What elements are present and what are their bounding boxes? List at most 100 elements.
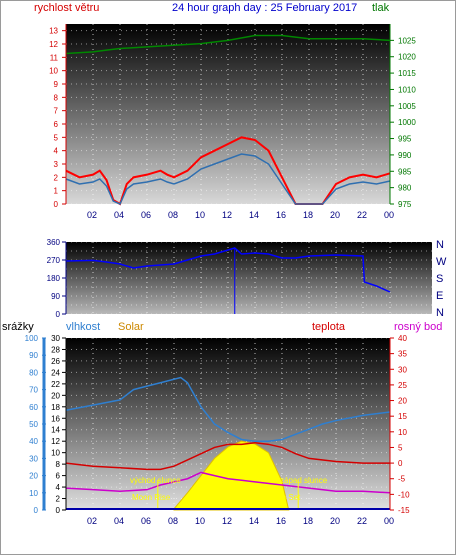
panel3-x-tick-label: 08 (168, 516, 178, 526)
panel3-rain-tick-label: 6 (56, 472, 61, 481)
panel1-x-tick-label: 12 (222, 210, 232, 220)
panel3-temp-tick-label: 15 (398, 412, 407, 421)
humidity-line (65, 376, 391, 442)
panel3-temp-tick-label: -5 (398, 475, 406, 484)
moonset-annotation: Moon Set (266, 493, 301, 502)
panel1-left-tick-label: 3 (54, 160, 59, 169)
panel3-rain-tick-label: 22 (51, 380, 60, 389)
panel1-x-tick-label: 14 (249, 210, 259, 220)
panel1-x-tick-label: 18 (303, 210, 313, 220)
pressure-line (65, 34, 391, 55)
panel3-x-tick-label: 02 (87, 516, 97, 526)
panel3-humidity-tick-label: 50 (29, 420, 38, 429)
compass-label-e: E (436, 290, 443, 302)
panel3-x-tick-label: 00 (384, 516, 394, 526)
panel1-title: 24 hour graph day : 25 February 2017 (172, 2, 357, 14)
panel2-left-tick-label: 90 (51, 292, 60, 301)
panel3-x-tick-label: 18 (303, 516, 313, 526)
panel3-rain-tick-label: 14 (51, 426, 60, 435)
panel3-humidity-tick-label: 30 (29, 454, 38, 463)
panel1-x-tick-label: 16 (276, 210, 286, 220)
panel1-left-tick-label: 4 (54, 147, 59, 156)
sunset-annotation: západ slunce (280, 476, 328, 485)
panel3-x-tick-label: 12 (222, 516, 232, 526)
panel1-x-tick-label: 08 (168, 210, 178, 220)
wind-average-line (65, 153, 391, 205)
panel3-humidity-tick-label: 90 (29, 351, 38, 360)
panel3-rain-tick-label: 4 (56, 483, 61, 492)
panel1-left-tick-label: 12 (49, 40, 58, 49)
panel2-series (65, 247, 391, 314)
panel3-humidity-tick-label: 0 (34, 506, 39, 515)
panel3-axes: 02 04 06 08 10 12 14 16 18 20 22 000102030405060708… (25, 334, 410, 526)
panel1-right-tick-label: 985 (398, 167, 412, 176)
panel2-left-tick-label: 0 (56, 310, 61, 319)
panel3-x-tick-label: 22 (357, 516, 367, 526)
panel3-humidity-tick-label: 60 (29, 403, 38, 412)
panel3-temp-tick-label: 10 (398, 428, 407, 437)
panel1-left-tick-label: 9 (54, 80, 59, 89)
panel1-x-tick-label: 22 (357, 210, 367, 220)
sunrise-annotation: východ slunce (130, 476, 181, 485)
panel3-temp-tick-label: 35 (398, 350, 407, 359)
panel3-x-tick-label: 20 (330, 516, 340, 526)
panel3-temp-tick-label: 20 (398, 397, 407, 406)
panel3-x-tick-label: 10 (195, 516, 205, 526)
rain-label: srážky (2, 321, 34, 333)
panel3-temp-tick-label: 5 (398, 443, 403, 452)
panel3-temp-tick-label: 0 (398, 459, 403, 468)
panel3-rain-tick-label: 26 (51, 357, 60, 366)
panel3-temp-tick-label: 25 (398, 381, 407, 390)
panel3-temp-tick-label: -10 (398, 490, 410, 499)
panel3-rain-tick-label: 12 (51, 437, 60, 446)
panel3-rain-tick-label: 0 (56, 506, 61, 515)
panel3-humidity-tick-label: 70 (29, 386, 38, 395)
panel1-x-tick-label: 02 (87, 210, 97, 220)
panel1-x-tick-label: 04 (114, 210, 124, 220)
panel1-left-tick-label: 7 (54, 107, 59, 116)
panel1-left-tick-label: 13 (49, 27, 58, 36)
panel3-temp-tick-label: 40 (398, 334, 407, 343)
panel1-right-tick-label: 975 (398, 200, 412, 209)
panel1-left-tick-label: 1 (54, 187, 59, 196)
panel1-left-tick-label: 8 (54, 93, 59, 102)
panel1-series (65, 34, 391, 206)
panel1-right-tick-label: 1020 (398, 53, 416, 62)
panel3-x-tick-label: 14 (249, 516, 259, 526)
panel1-left-tick-label: 5 (54, 133, 59, 142)
panel3-rain-tick-label: 18 (51, 403, 60, 412)
panel3-humidity-tick-label: 80 (29, 368, 38, 377)
dew-point-line (65, 471, 391, 494)
temperature-line (65, 442, 390, 471)
panel1-left-label: rychlost větru (34, 2, 99, 14)
panel3-rain-tick-label: 10 (51, 449, 60, 458)
panel3-rain-tick-label: 24 (51, 368, 60, 377)
panel1-right-tick-label: 1025 (398, 36, 416, 45)
panel2-axes: 0 90 180 270 360 (47, 238, 67, 319)
panel1-left-tick-label: 6 (54, 120, 59, 129)
wind-direction-line (65, 247, 391, 293)
panel1-right-tick-label: 995 (398, 135, 412, 144)
panel3-humidity-tick-label: 20 (29, 472, 38, 481)
compass-label-n-top: N (436, 239, 444, 251)
panel1-right-tick-label: 1010 (398, 85, 416, 94)
panel3-temp-tick-label: 30 (398, 365, 407, 374)
panel3-x-tick-label: 04 (114, 516, 124, 526)
panel3-rain-tick-label: 20 (51, 391, 60, 400)
panel1-x-tick-label: 06 (141, 210, 151, 220)
panel2-grid (66, 241, 432, 315)
panel1-right-tick-label: 1000 (398, 118, 416, 127)
panel1-left-tick-label: 0 (54, 200, 59, 209)
panel3-rain-tick-label: 30 (51, 334, 60, 343)
panel3-x-tick-label: 16 (276, 516, 286, 526)
panel1-x-tick-label: 10 (195, 210, 205, 220)
dew-point-label: rosný bod (394, 321, 442, 333)
panel1-x-tick-label: 00 (384, 210, 394, 220)
panel3-rain-tick-label: 8 (56, 460, 61, 469)
temperature-label: teplota (312, 321, 346, 333)
panel3-series (65, 376, 391, 511)
panel1-x-tick-label: 20 (330, 210, 340, 220)
compass-label-n-bottom: N (436, 307, 444, 319)
compass-label-s: S (436, 273, 443, 285)
